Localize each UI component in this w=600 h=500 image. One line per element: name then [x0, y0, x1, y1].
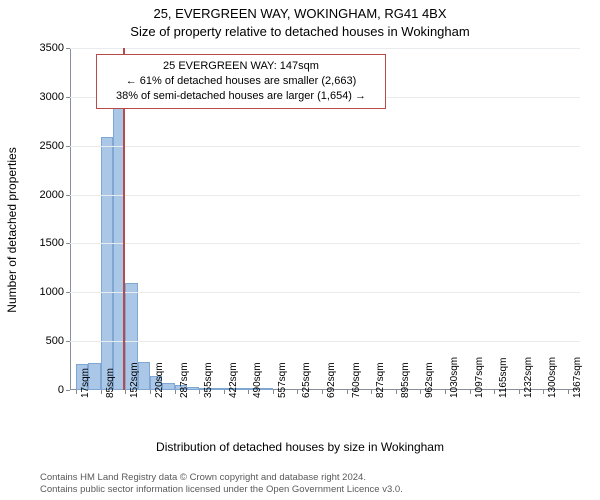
x-tick-mark — [396, 390, 397, 394]
y-tick-label: 2500 — [40, 140, 64, 152]
info-box-line1: 25 EVERGREEN WAY: 147sqm — [103, 59, 379, 74]
y-tick-mark — [66, 341, 70, 342]
x-tick-mark — [420, 390, 421, 394]
y-tick-label: 3500 — [40, 42, 64, 54]
x-tick-label: 1232sqm — [523, 357, 534, 398]
x-tick-label: 422sqm — [228, 362, 239, 398]
x-tick-mark — [101, 390, 102, 394]
x-tick-label: 1300sqm — [547, 357, 558, 398]
y-tick-label: 500 — [46, 335, 64, 347]
histogram-bar — [101, 137, 113, 390]
x-axis-label: Distribution of detached houses by size … — [0, 440, 600, 454]
y-tick-label: 3000 — [40, 91, 64, 103]
info-box: 25 EVERGREEN WAY: 147sqm← 61% of detache… — [96, 54, 386, 109]
x-tick-label: 1097sqm — [474, 357, 485, 398]
x-tick-label: 17sqm — [80, 368, 91, 398]
x-tick-label: 490sqm — [252, 362, 263, 398]
x-tick-label: 962sqm — [424, 362, 435, 398]
x-tick-label: 287sqm — [179, 362, 190, 398]
page: 25, EVERGREEN WAY, WOKINGHAM, RG41 4BX S… — [0, 0, 600, 500]
y-tick-mark — [66, 195, 70, 196]
x-tick-mark — [150, 390, 151, 394]
gridline — [70, 48, 580, 49]
y-tick-mark — [66, 146, 70, 147]
y-tick-mark — [66, 243, 70, 244]
page-title-line2: Size of property relative to detached ho… — [0, 24, 600, 39]
gridline — [70, 292, 580, 293]
x-tick-mark — [494, 390, 495, 394]
x-tick-mark — [445, 390, 446, 394]
x-tick-mark — [224, 390, 225, 394]
gridline — [70, 195, 580, 196]
x-tick-label: 692sqm — [326, 362, 337, 398]
x-tick-label: 1165sqm — [498, 358, 509, 398]
y-tick-mark — [66, 97, 70, 98]
x-tick-mark — [568, 390, 569, 394]
x-tick-mark — [248, 390, 249, 394]
x-tick-label: 220sqm — [154, 362, 165, 398]
gridline — [70, 146, 580, 147]
x-tick-mark — [297, 390, 298, 394]
x-tick-label: 1367sqm — [572, 357, 583, 398]
x-tick-mark — [175, 390, 176, 394]
x-tick-mark — [519, 390, 520, 394]
gridline — [70, 243, 580, 244]
footer-line2: Contains public sector information licen… — [40, 484, 590, 496]
y-tick-label: 1000 — [40, 286, 64, 298]
x-tick-label: 760sqm — [351, 362, 362, 398]
y-axis-label: Number of detached properties — [5, 147, 19, 312]
x-tick-label: 1030sqm — [449, 357, 460, 398]
x-tick-mark — [125, 390, 126, 394]
info-box-line2: ← 61% of detached houses are smaller (2,… — [103, 74, 379, 89]
y-tick-mark — [66, 292, 70, 293]
x-tick-mark — [470, 390, 471, 394]
gridline — [70, 341, 580, 342]
x-tick-label: 557sqm — [277, 362, 288, 398]
info-box-line3: 38% of semi-detached houses are larger (… — [103, 89, 379, 104]
x-tick-mark — [76, 390, 77, 394]
page-title-line1: 25, EVERGREEN WAY, WOKINGHAM, RG41 4BX — [0, 6, 600, 21]
y-tick-label: 2000 — [40, 189, 64, 201]
x-tick-label: 625sqm — [301, 362, 312, 398]
y-tick-mark — [66, 48, 70, 49]
footer: Contains HM Land Registry data © Crown c… — [40, 472, 590, 496]
x-tick-label: 355sqm — [203, 362, 214, 398]
footer-line1: Contains HM Land Registry data © Crown c… — [40, 472, 590, 484]
y-tick-mark — [66, 390, 70, 391]
x-tick-label: 85sqm — [105, 368, 116, 398]
x-tick-label: 152sqm — [129, 362, 140, 398]
x-tick-mark — [273, 390, 274, 394]
x-tick-mark — [322, 390, 323, 394]
x-tick-label: 827sqm — [375, 362, 386, 398]
y-tick-label: 1500 — [40, 237, 64, 249]
x-tick-label: 895sqm — [400, 362, 411, 398]
x-tick-mark — [199, 390, 200, 394]
y-tick-label: 0 — [58, 384, 64, 396]
x-tick-mark — [347, 390, 348, 394]
x-tick-mark — [543, 390, 544, 394]
histogram-plot: 050010001500200025003000350017sqm85sqm15… — [70, 48, 580, 390]
x-tick-mark — [371, 390, 372, 394]
